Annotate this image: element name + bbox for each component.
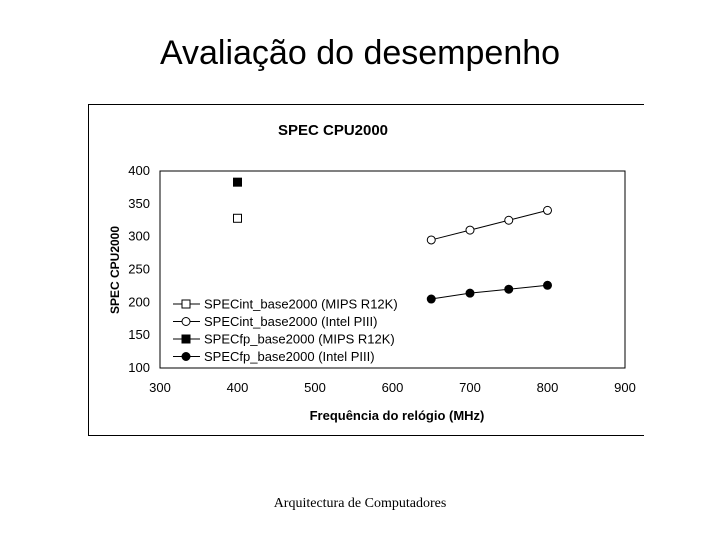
series-3 (233, 177, 242, 187)
data-point (233, 177, 242, 187)
x-tick-label: 600 (382, 380, 404, 395)
data-point (426, 294, 436, 304)
legend-marker (181, 352, 191, 361)
data-point (465, 288, 475, 298)
legend-entry: SPECint_base2000 (Intel PIII) (173, 314, 377, 329)
legend-label: SPECint_base2000 (MIPS R12K) (204, 297, 398, 312)
legend-marker (181, 317, 191, 326)
legend-label: SPECfp_base2000 (MIPS R12K) (204, 332, 395, 347)
legend-marker (181, 334, 191, 344)
data-point (543, 205, 552, 215)
y-tick-label: 300 (128, 229, 150, 244)
y-tick-label: 350 (128, 196, 150, 211)
series-line (431, 209, 548, 241)
legend-entry: SPECfp_base2000 (MIPS R12K) (173, 332, 395, 347)
y-tick-label: 400 (128, 163, 150, 178)
x-tick-label: 500 (304, 380, 326, 395)
x-tick-label: 800 (537, 380, 559, 395)
series-1 (233, 213, 242, 223)
plot-area (159, 170, 626, 369)
x-tick-label: 300 (149, 380, 171, 395)
legend-label: SPECint_base2000 (Intel PIII) (204, 314, 377, 329)
y-tick-label: 150 (128, 327, 150, 342)
slide-footer: Arquitectura de Computadores (273, 496, 447, 511)
data-point (426, 235, 436, 245)
chart-border (88, 104, 644, 436)
x-tick-label: 700 (459, 380, 481, 395)
x-tick-label: 400 (227, 380, 249, 395)
legend-entry: SPECint_base2000 (MIPS R12K) (173, 297, 398, 312)
data-point (233, 213, 242, 223)
chart-title: SPEC CPU2000 (278, 122, 388, 139)
series-line (431, 284, 548, 300)
slide-title: Avaliação do desempenho (159, 34, 561, 72)
y-tick-label: 200 (128, 294, 150, 309)
series-4 (426, 280, 552, 304)
x-axis-label: Frequência do relógio (MHz) (310, 408, 485, 423)
legend-label: SPECfp_base2000 (Intel PIII) (204, 349, 375, 364)
x-tick-label: 900 (614, 380, 636, 395)
y-tick-label: 250 (128, 262, 150, 277)
legend-entry: SPECfp_base2000 (Intel PIII) (173, 349, 375, 364)
legend-marker (181, 299, 191, 309)
data-point (504, 284, 514, 294)
chart-frame: SPEC CPU2000 Frequência do relógio (MHz)… (88, 104, 644, 436)
data-point (543, 280, 552, 290)
y-axis-label: SPEC CPU2000 (108, 226, 122, 314)
series-2 (426, 205, 552, 245)
data-point (504, 215, 514, 225)
data-point (465, 225, 475, 235)
y-tick-label: 100 (128, 360, 150, 375)
spec-cpu2000-chart: SPEC CPU2000 Frequência do relógio (MHz)… (88, 104, 644, 436)
